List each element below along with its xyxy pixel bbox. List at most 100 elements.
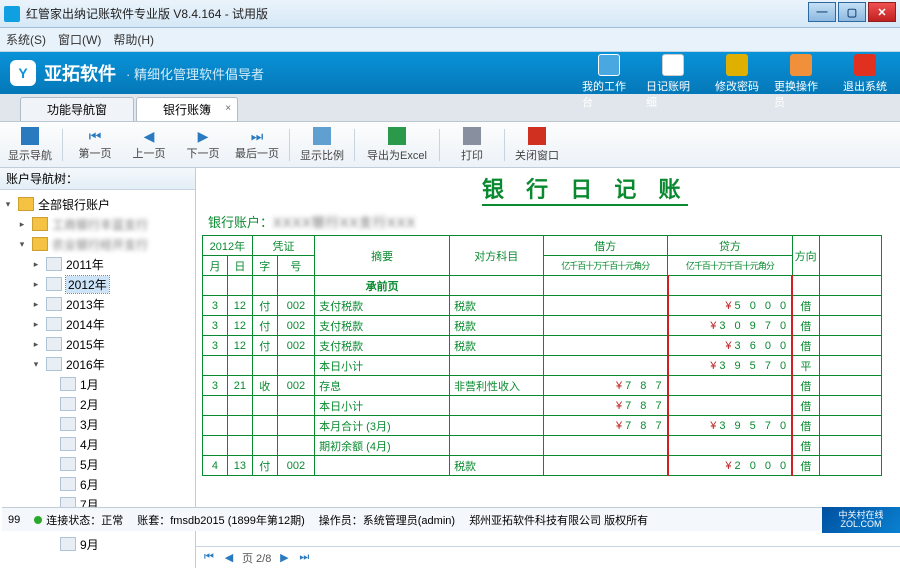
tab-close-icon[interactable]: × — [225, 103, 231, 114]
brand-band: Y 亚拓软件 · 精细化管理软件倡导者 我的工作台 日记账明细 修改密码 更换操… — [0, 52, 900, 94]
tree-root[interactable]: 全部银行账户 — [38, 196, 110, 213]
pager-next[interactable]: ▶ — [277, 551, 291, 564]
folder-icon — [18, 197, 34, 211]
page-icon — [60, 537, 76, 551]
pager-prev[interactable]: ◀ — [222, 551, 236, 564]
pager-first[interactable]: ⏮ — [202, 551, 216, 564]
ledger-row: 413付002税款¥2 0 0 0借 — [203, 456, 882, 476]
first-page-button[interactable]: ⏮第一页 — [69, 128, 121, 161]
tab-bank-ledger[interactable]: 银行账簿× — [136, 97, 238, 121]
close-button[interactable]: ✕ — [868, 2, 896, 22]
sidebar-title: 账户导航树： — [0, 168, 195, 190]
page-icon — [60, 437, 76, 451]
zoom-icon — [313, 127, 331, 145]
close-icon — [528, 127, 546, 145]
page-icon — [46, 357, 62, 371]
last-icon: ⏭ — [251, 128, 264, 145]
page-icon — [60, 377, 76, 391]
tree-year-2015[interactable]: 2015年 — [66, 336, 105, 353]
tree-year-2012[interactable]: 2012年 — [66, 276, 109, 293]
debit-digits: 亿千百十万千百十元角分 — [543, 256, 668, 276]
brand-slogan: · 精细化管理软件倡导者 — [126, 64, 264, 83]
change-password-button[interactable]: 修改密码 — [710, 54, 764, 110]
user-icon — [790, 54, 812, 76]
menu-system[interactable]: 系统(S) — [6, 31, 46, 48]
first-icon: ⏮ — [89, 128, 102, 145]
change-operator-button[interactable]: 更换操作员 — [774, 54, 828, 110]
export-excel-button[interactable]: 导出为Excel — [361, 127, 433, 163]
ledger-title: 银 行 日 记 账 — [482, 172, 688, 206]
print-button[interactable]: 打印 — [446, 127, 498, 163]
menubar: 系统(S) 窗口(W) 帮助(H) — [0, 28, 900, 52]
tree-month-3[interactable]: 3月 — [80, 416, 99, 433]
next-page-button[interactable]: ▶下一页 — [177, 128, 229, 161]
page-icon — [60, 417, 76, 431]
status-operator: 操作员：系统管理员(admin) — [319, 512, 455, 528]
last-page-button[interactable]: ⏭最后一页 — [231, 128, 283, 161]
account-line: 银行账户：XXXX银行XX支行XXX — [208, 212, 894, 231]
credit-digits: 亿千百十万千百十元角分 — [668, 256, 793, 276]
ledger-row: 期初余额 (4月)借 — [203, 436, 882, 456]
ledger-row: 本日小计¥7 8 7借 — [203, 396, 882, 416]
tree-year-2014[interactable]: 2014年 — [66, 316, 105, 333]
ledger-table: 2012年 凭证 摘要 对方科目 借方 贷方 方向 月 日 字 号 — [202, 235, 882, 476]
status-company: 郑州亚拓软件科技有限公司 版权所有 — [469, 512, 648, 528]
tab-nav[interactable]: 功能导航窗 — [20, 97, 134, 121]
tree-year-2013[interactable]: 2013年 — [66, 296, 105, 313]
show-tree-button[interactable]: 显示导航 — [4, 127, 56, 163]
ledger-row: 312付002支付税款税款¥5 0 0 0借 — [203, 296, 882, 316]
close-window-button[interactable]: 关闭窗口 — [511, 127, 563, 163]
zoom-ratio-button[interactable]: 显示比例 — [296, 127, 348, 163]
printer-icon — [463, 127, 481, 145]
page-icon — [46, 257, 62, 271]
tree-month-6[interactable]: 6月 — [80, 476, 99, 493]
status-connection: 连接状态：正常 — [34, 512, 123, 528]
ledger-row: 312付002支付税款税款¥3 0 9 7 0借 — [203, 316, 882, 336]
prev-page-button[interactable]: ◀上一页 — [123, 128, 175, 161]
tree-account-1[interactable]: 工商银行丰蓝支行 — [52, 216, 148, 233]
page-icon — [60, 457, 76, 471]
tree-account-2[interactable]: 农业银行经开支行 — [52, 236, 148, 253]
ledger-row: 本月合计 (3月)¥7 8 7¥3 9 5 7 0借 — [203, 416, 882, 436]
pager: ⏮ ◀ 页 2/8 ▶ ⏭ — [196, 546, 900, 568]
journal-detail-button[interactable]: 日记账明细 — [646, 54, 700, 110]
tree-month-5[interactable]: 5月 — [80, 456, 99, 473]
app-icon — [4, 6, 20, 22]
tree-year-2016[interactable]: 2016年 — [66, 356, 105, 373]
page-icon — [60, 477, 76, 491]
excel-icon — [388, 127, 406, 145]
ledger-canvas[interactable]: 银 行 日 记 账 银行账户：XXXX银行XX支行XXX 2012年 凭证 摘要 — [196, 168, 900, 546]
tree-month-2[interactable]: 2月 — [80, 396, 99, 413]
ledger-row: 本日小计¥3 9 5 7 0平 — [203, 356, 882, 376]
menu-help[interactable]: 帮助(H) — [113, 31, 154, 48]
page-icon — [46, 337, 62, 351]
maximize-button[interactable]: ▢ — [838, 2, 866, 22]
lock-icon — [726, 54, 748, 76]
toolbar: 显示导航 ⏮第一页 ◀上一页 ▶下一页 ⏭最后一页 显示比例 导出为Excel … — [0, 122, 900, 168]
window-title: 红管家出纳记账软件专业版 V8.4.164 - 试用版 — [26, 5, 268, 22]
workbench-button[interactable]: 我的工作台 — [582, 54, 636, 110]
prev-icon: ◀ — [144, 128, 155, 145]
menu-window[interactable]: 窗口(W) — [58, 31, 101, 48]
page-icon — [46, 297, 62, 311]
document-icon — [662, 54, 684, 76]
next-icon: ▶ — [198, 128, 209, 145]
status-time-prefix: 99 — [8, 514, 20, 526]
statusbar: 99 连接状态：正常 账套：fmsdb2015 (1899年第12期) 操作员：… — [2, 507, 898, 531]
tree-month-1[interactable]: 1月 — [80, 376, 99, 393]
titlebar: 红管家出纳记账软件专业版 V8.4.164 - 试用版 — ▢ ✕ — [0, 0, 900, 28]
monitor-icon — [598, 54, 620, 76]
folder-icon — [32, 237, 48, 251]
power-icon — [854, 54, 876, 76]
minimize-button[interactable]: — — [808, 2, 836, 22]
folder-icon — [32, 217, 48, 231]
tree-year-2011[interactable]: 2011年 — [66, 256, 104, 273]
pager-text: 页 2/8 — [242, 550, 271, 566]
brand-name: 亚拓软件 — [44, 60, 116, 86]
status-accountset: 账套：fmsdb2015 (1899年第12期) — [137, 512, 305, 528]
page-icon — [46, 277, 62, 291]
pager-last[interactable]: ⏭ — [297, 551, 311, 564]
exit-button[interactable]: 退出系统 — [838, 54, 892, 110]
tree-month-4[interactable]: 4月 — [80, 436, 99, 453]
tree-month-9[interactable]: 9月 — [80, 536, 99, 553]
